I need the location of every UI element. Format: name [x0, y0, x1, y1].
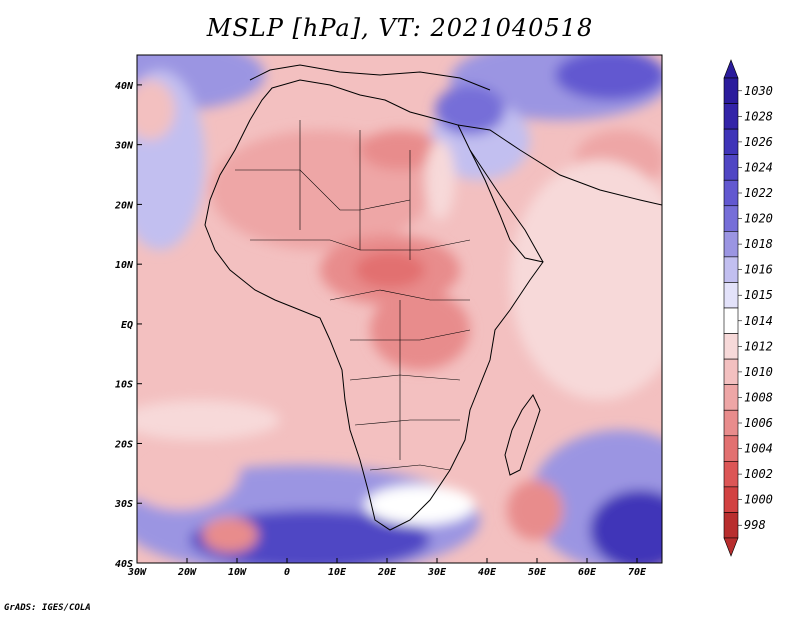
colorbar-label: 1010: [744, 365, 773, 379]
colorbar-swatch: [723, 205, 739, 232]
colorbar-label: 1026: [744, 135, 773, 149]
lon-tick-label: 70E: [628, 567, 647, 578]
colorbar-label: 1012: [744, 339, 773, 353]
lon-tick-label: 40E: [478, 567, 497, 578]
lon-tick-label: 20E: [377, 567, 397, 578]
lon-tick-label: 0: [284, 567, 290, 578]
colorbar-label: 1024: [744, 160, 773, 174]
colorbar-swatch: [723, 409, 739, 437]
colorbar-label: 1015: [744, 288, 773, 302]
colorbar-swatch: [723, 358, 739, 385]
lat-tick-label: EQ: [121, 320, 133, 331]
lat-tick-label: 40N: [115, 81, 134, 92]
lon-tick-label: 10W: [228, 567, 247, 578]
latitude-axis: 40N 30N 20N 10N EQ 10S 20S 30S 40S: [114, 81, 142, 570]
lon-tick-label: 20W: [177, 567, 197, 578]
colorbar-swatch: [723, 128, 739, 155]
lat-tick-label: 10N: [115, 260, 134, 271]
lat-tick-label: 30S: [114, 499, 133, 510]
lat-tick-label: 10S: [115, 380, 133, 391]
lat-tick-label: 30N: [114, 141, 134, 152]
lon-tick-label: 50E: [528, 567, 547, 578]
colorbar-swatch: [723, 307, 739, 334]
colorbar-top-arrow: [723, 59, 739, 79]
colorbar-label: 998: [744, 518, 766, 532]
colorbar-label: 1028: [744, 109, 773, 123]
pressure-field: [137, 55, 662, 563]
lat-tick-label: 20S: [114, 439, 133, 450]
colorbar-label: 1020: [744, 212, 773, 226]
colorbar-label: 1004: [744, 442, 773, 456]
colorbar-swatch: [723, 333, 739, 360]
colorbar-swatch: [723, 384, 739, 411]
colorbar-swatch: [723, 435, 739, 462]
colorbar-swatch: [723, 179, 739, 207]
lat-tick-label: 40S: [115, 559, 133, 570]
colorbar-label: 1016: [744, 263, 773, 277]
colorbar-swatch: [723, 486, 739, 513]
colorbar: 1030 1028 1026 1024 1022 1020 1018 1016 1015 1014…: [723, 59, 773, 557]
coastlines: [204, 64, 662, 531]
colorbar-label: 1018: [744, 237, 773, 251]
colorbar-label: 1014: [744, 314, 773, 328]
colorbar-label: 1030: [744, 84, 773, 98]
lon-tick-label: 60E: [578, 567, 597, 578]
colorbar-label: 1022: [744, 186, 773, 200]
colorbar-bottom-arrow: [723, 537, 739, 557]
colorbar-swatch: [723, 461, 739, 488]
credit-label: GrADS: IGES/COLA: [4, 603, 91, 613]
colorbar-label: 1006: [744, 416, 773, 430]
colorbar-swatch: [723, 256, 739, 283]
colorbar-swatch: [723, 77, 739, 104]
red-sea-coast: [469, 149, 544, 263]
lon-tick-label: 30E: [427, 567, 447, 578]
lat-tick-label: 20N: [114, 200, 134, 211]
colorbar-swatch: [723, 282, 739, 309]
colorbar-swatch: [723, 103, 739, 130]
map-title: MSLP [hPa], VT: 2021040518: [206, 14, 594, 42]
colorbar-swatch: [723, 154, 739, 181]
arabia-coastline: [457, 124, 662, 206]
africa-coastline: [204, 79, 544, 531]
country-borders: [235, 120, 471, 471]
colorbar-swatch: [723, 231, 739, 258]
lon-tick-label: 30W: [127, 567, 147, 578]
colorbar-label: 1002: [744, 467, 773, 481]
map-frame: [136, 54, 663, 564]
longitude-axis: 30W 20W 10W 0 10E 20E 30E 40E 50E 60E 70E: [127, 558, 647, 578]
lon-tick-label: 10E: [328, 567, 347, 578]
colorbar-label: 1008: [744, 390, 773, 404]
madagascar-coastline: [504, 394, 541, 476]
colorbar-label: 1000: [744, 493, 773, 507]
europe-coastline: [249, 64, 491, 91]
colorbar-swatch: [723, 512, 739, 539]
